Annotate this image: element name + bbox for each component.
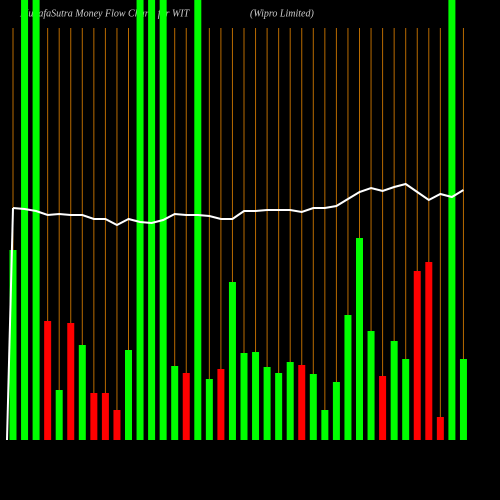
bar [379, 376, 387, 440]
bar [413, 271, 421, 440]
chart-title: MunafaSutra Money Flow Charts for WIT [19, 8, 191, 19]
bar [90, 393, 98, 440]
bar [402, 359, 410, 440]
bar [9, 250, 17, 440]
bar [390, 341, 398, 440]
bar [125, 350, 132, 440]
bar [298, 365, 306, 440]
bar [171, 366, 179, 440]
bar [228, 282, 236, 440]
bar [55, 390, 63, 440]
bar [275, 373, 283, 440]
bar [263, 367, 271, 440]
bar [113, 410, 121, 440]
bar [182, 373, 190, 440]
bar [309, 374, 317, 440]
bar [32, 0, 40, 440]
bar [356, 238, 363, 440]
bar [44, 321, 52, 440]
bar [459, 359, 467, 440]
bar [344, 315, 352, 440]
bar [252, 352, 260, 440]
bar [332, 382, 340, 440]
bar [136, 0, 144, 440]
bar [101, 393, 109, 440]
bar [78, 345, 86, 440]
bar [286, 362, 294, 440]
money-flow-line [6, 207, 14, 441]
money-flow-line [12, 182, 464, 227]
bar [194, 0, 202, 440]
bar [21, 0, 29, 440]
chart-subtitle: (Wipro Limited) [250, 8, 314, 19]
bar [240, 353, 248, 440]
bar [205, 379, 213, 440]
bar [148, 0, 156, 440]
bar [217, 369, 225, 440]
bar [425, 262, 433, 440]
bar [436, 417, 444, 440]
bar [367, 331, 375, 440]
bar [67, 323, 75, 440]
bar [448, 0, 456, 440]
bar [321, 410, 329, 440]
